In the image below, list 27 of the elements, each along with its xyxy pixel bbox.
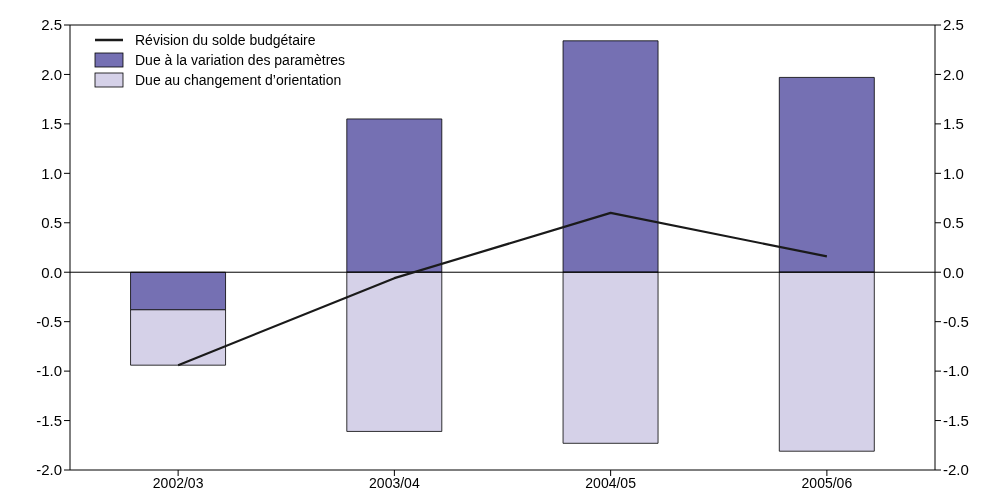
legend-label: Due à la variation des paramètres <box>135 51 346 70</box>
y2-tick-label: 0.0 <box>943 263 964 281</box>
y-tick-label: -0.5 <box>36 312 62 330</box>
legend-label: Due au changement d’orientation <box>135 71 342 90</box>
y-tick-label: 2.0 <box>41 65 62 83</box>
x-tick-label: 2005/06 <box>801 474 853 491</box>
y-tick-label: 1.0 <box>41 164 62 182</box>
y2-tick-label: -1.0 <box>943 362 969 380</box>
legend-label: Révision du solde budgétaire <box>135 31 316 50</box>
y2-tick-label: 1.0 <box>943 164 964 182</box>
y2-tick-label: 0.5 <box>943 214 964 232</box>
y2-tick-label: -1.5 <box>943 411 969 429</box>
y2-tick-label: 2.0 <box>943 65 964 83</box>
y2-tick-label: -0.5 <box>943 312 969 330</box>
y-tick-label: 1.5 <box>41 115 62 133</box>
x-tick-label: 2003/04 <box>369 474 420 491</box>
x-tick-label: 2004/05 <box>585 474 637 491</box>
y2-tick-label: 1.5 <box>943 115 964 133</box>
y-tick-label: 0.5 <box>41 214 62 232</box>
y2-tick-label: -2.0 <box>943 461 969 479</box>
y2-tick-label: 2.5 <box>943 16 964 34</box>
y-tick-label: -1.5 <box>36 411 62 429</box>
y-tick-label: 2.5 <box>41 16 62 34</box>
x-tick-label: 2002/03 <box>152 474 204 491</box>
y-tick-label: 0.0 <box>41 263 62 281</box>
y-tick-label: -1.0 <box>36 362 62 380</box>
y-tick-label: -2.0 <box>36 461 62 479</box>
